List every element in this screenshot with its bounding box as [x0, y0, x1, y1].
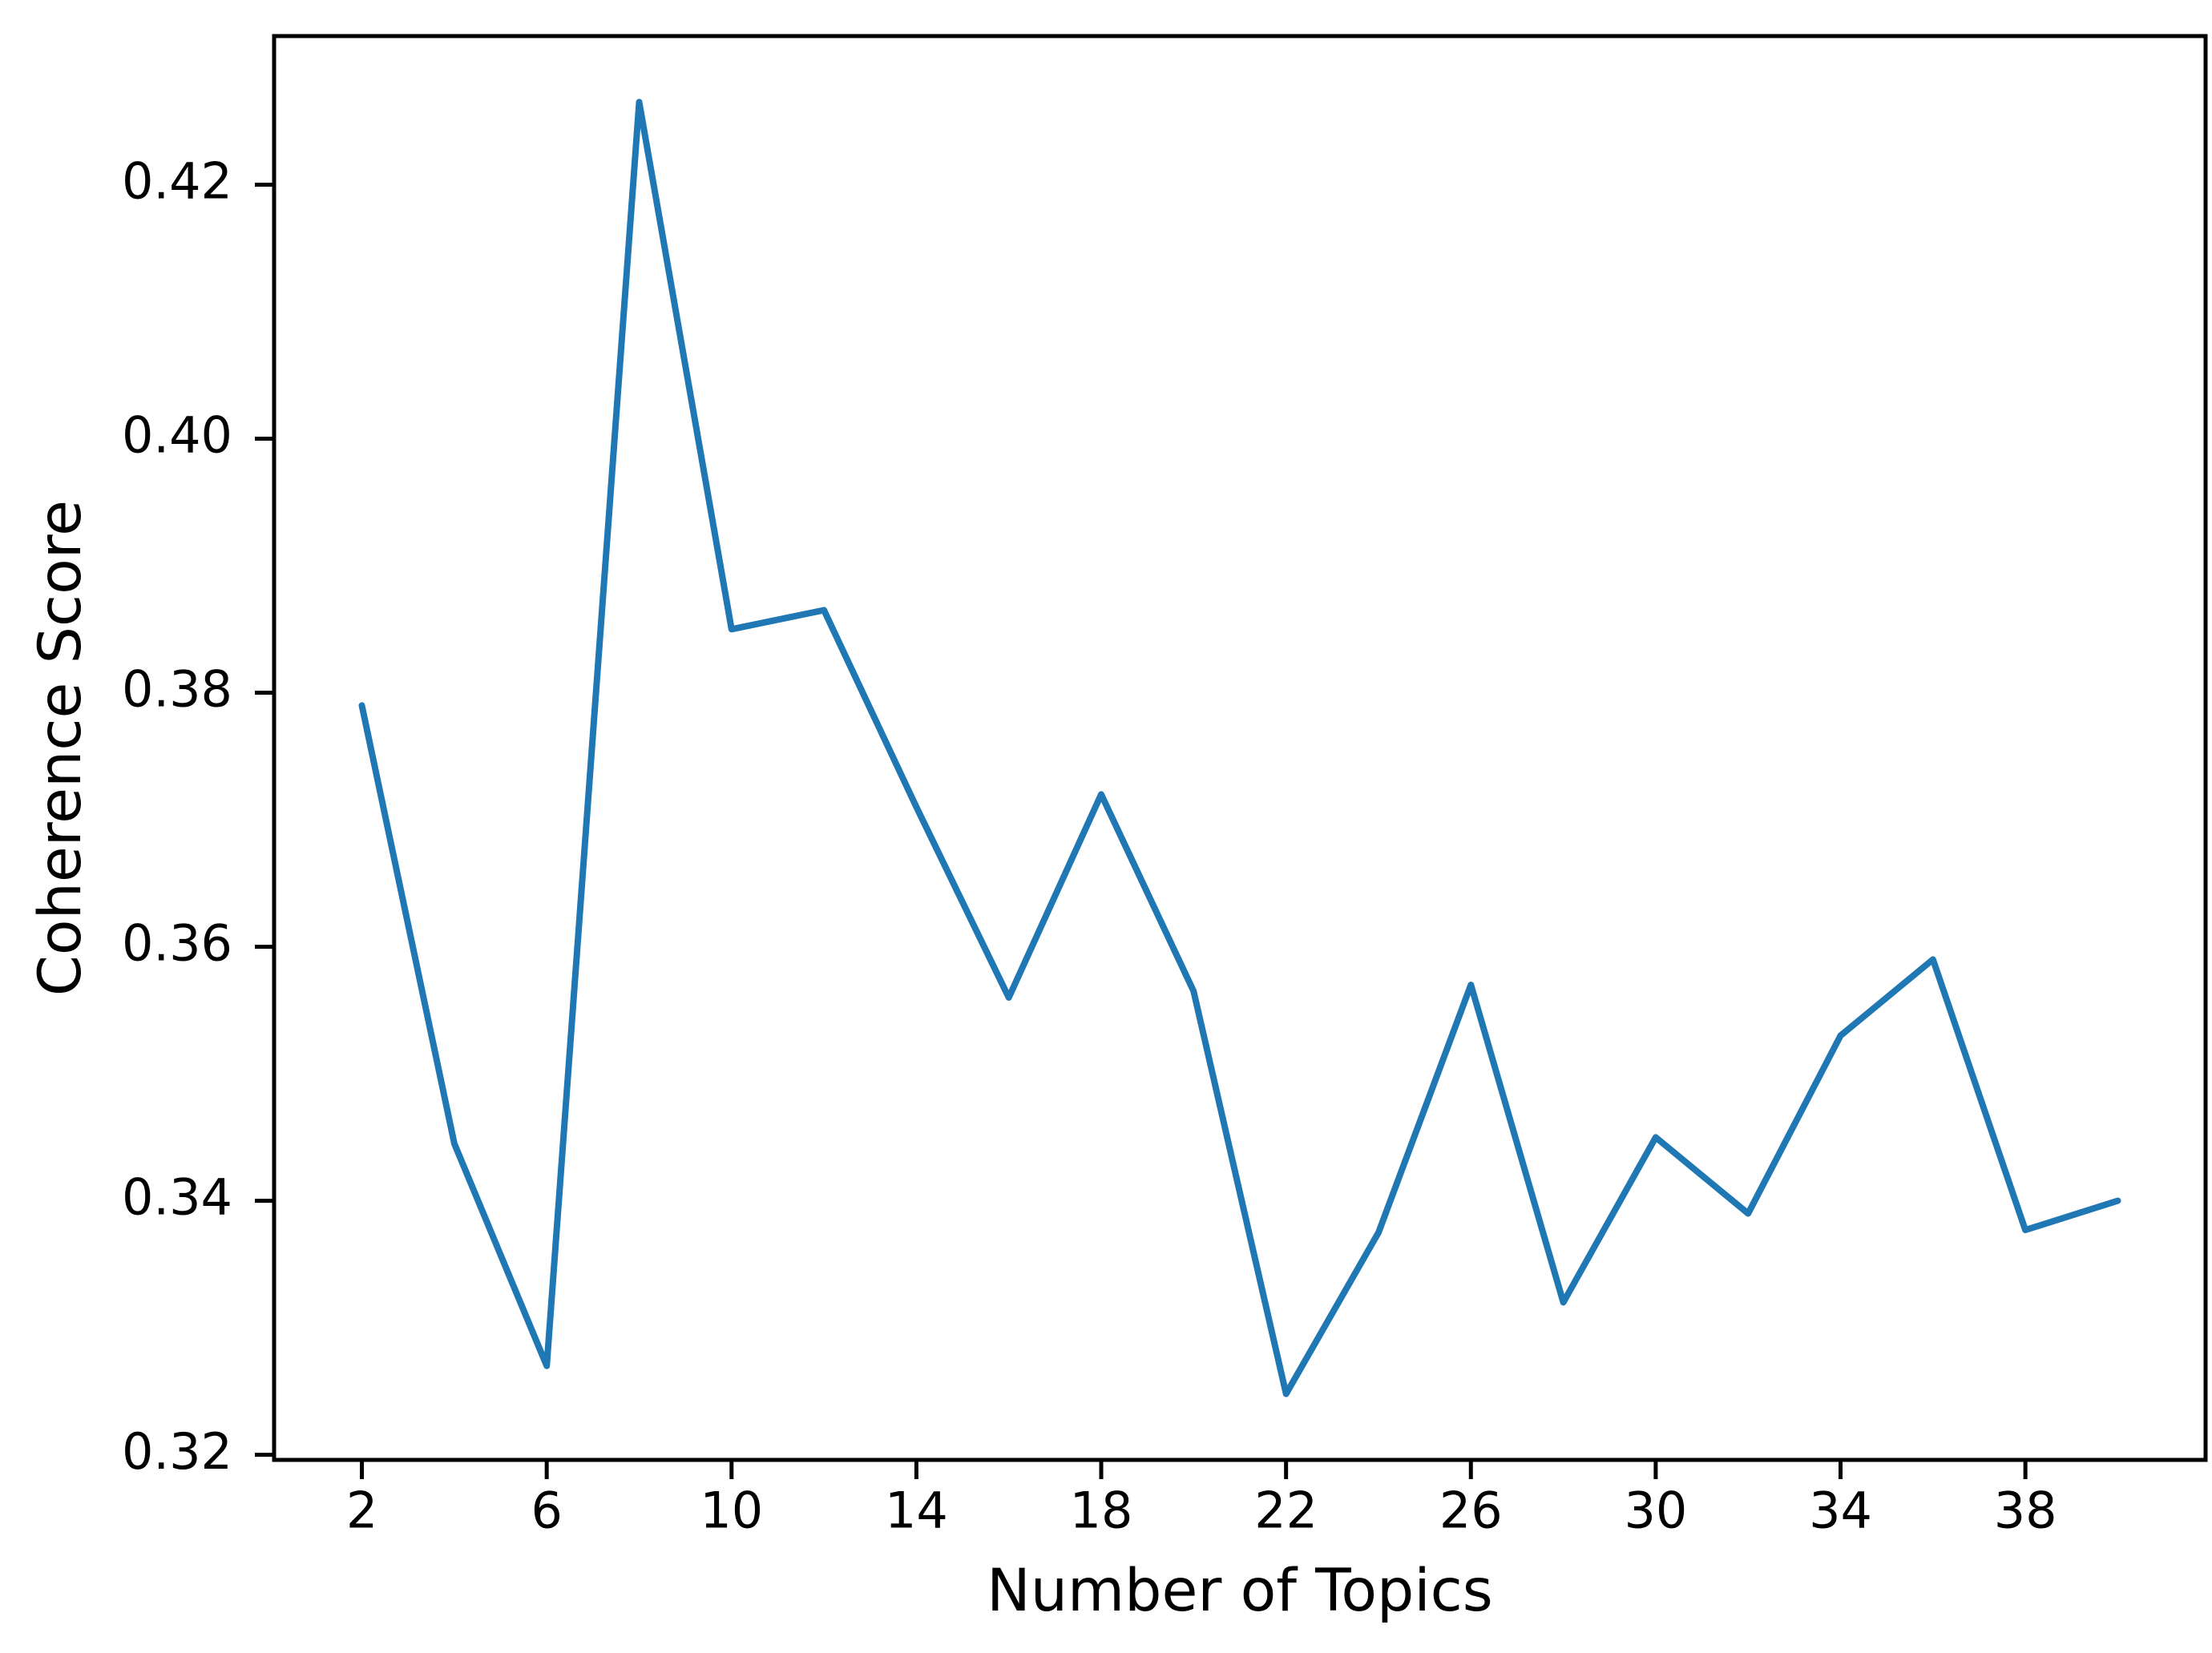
y-tick-label: 0.32 [122, 1422, 232, 1481]
x-tick-label: 6 [531, 1481, 562, 1539]
x-axis-label: Number of Topics [987, 1557, 1493, 1625]
plot-border [272, 34, 2208, 1462]
y-tick-label: 0.40 [122, 406, 232, 465]
axis-ticks: 2 6 10 14 18 22 26 30 34 380.320.340.360.380.400.… [122, 152, 2057, 1540]
x-tick-label: 34 [1809, 1481, 1872, 1539]
x-tick-label: 26 [1439, 1481, 1503, 1539]
x-tick-label: 10 [700, 1481, 763, 1539]
x-tick-label: 18 [1070, 1481, 1133, 1539]
y-tick-label: 0.42 [122, 152, 232, 211]
x-tick-label: 22 [1254, 1481, 1318, 1539]
plot-border-rect [272, 34, 2208, 1462]
x-tick-label: 2 [346, 1481, 377, 1539]
y-tick-label: 0.34 [122, 1168, 232, 1227]
coherence-series-line [358, 99, 2121, 1397]
x-tick-label: 14 [885, 1481, 948, 1539]
x-tick-label: 30 [1624, 1481, 1687, 1539]
y-tick-label: 0.36 [122, 914, 232, 973]
x-tick-label: 38 [1994, 1481, 2057, 1539]
y-axis-label: Coherence Score [26, 500, 95, 996]
y-tick-label: 0.38 [122, 660, 232, 719]
